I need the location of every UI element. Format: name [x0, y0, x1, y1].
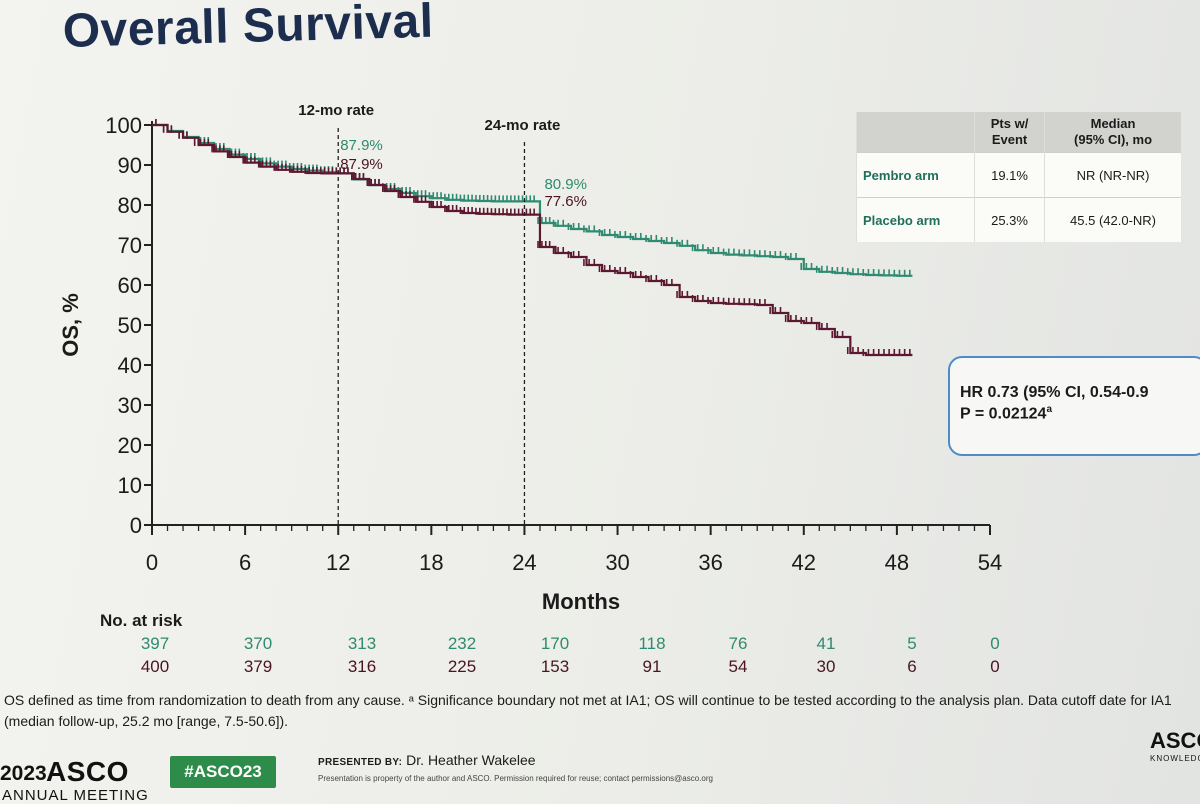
at-risk-placebo: 225	[448, 657, 476, 676]
y-tick-label: 0	[130, 513, 142, 538]
median-value: NR (NR-NR)	[1044, 151, 1181, 198]
header-line: Median	[1090, 116, 1136, 131]
table-row: Pembro arm 19.1% NR (NR-NR)	[856, 151, 1181, 198]
axis-labels: Months OS, %	[58, 293, 620, 614]
p-value-text: P = 0.02124	[960, 405, 1047, 423]
corner-sub: KNOWLEDGE	[1150, 754, 1200, 763]
hazard-ratio-box: HR 0.73 (95% CI, 0.54-0.9 P = 0.02124a	[948, 356, 1200, 456]
at-risk-placebo: 54	[729, 657, 748, 676]
at-risk-label: No. at risk	[100, 611, 183, 630]
x-tick-label: 24	[512, 550, 536, 575]
x-tick-label: 30	[605, 550, 629, 575]
table-header-median: Median (95% CI), mo	[1044, 112, 1181, 153]
footer-brand: ASCO	[46, 756, 129, 787]
at-risk-placebo: 316	[348, 657, 376, 676]
arm-name: Pembro arm	[856, 151, 975, 198]
corner-logo: ASCO KNOWLEDGE	[1150, 728, 1200, 772]
at-risk-pembro: 0	[990, 634, 999, 653]
y-tick-label: 10	[118, 473, 142, 498]
rate-value-pembro: 80.9%	[544, 176, 587, 193]
footer-meeting: ANNUAL MEETING	[2, 787, 149, 804]
chart-axes: 0 10 20 30 40 50 60 70 80 90 100 0 6 12 18 24 30 36 42 48 54	[105, 113, 1002, 575]
at-risk-pembro: 370	[244, 634, 272, 653]
y-tick-label: 60	[118, 273, 142, 298]
presented-by: PRESENTED BY: Dr. Heather Wakelee	[318, 752, 536, 768]
at-risk-table: No. at risk 397 370 313 232 170 118 76 41 5 0 400 37…	[100, 611, 1000, 676]
at-risk-placebo: 0	[990, 657, 999, 676]
y-tick-label: 100	[105, 113, 142, 138]
at-risk-pembro: 397	[141, 634, 169, 653]
y-axis-title: OS, %	[58, 293, 83, 357]
arm-name: Placebo arm	[856, 197, 975, 242]
y-tick-label: 40	[118, 353, 142, 378]
survival-line-placebo	[152, 123, 913, 357]
footnote: OS defined as time from randomization to…	[4, 690, 1200, 732]
table-header-blank	[856, 112, 975, 153]
footnote-line-2: (median follow-up, 25.2 mo [range, 7.5-5…	[4, 713, 289, 729]
at-risk-placebo: 400	[141, 657, 169, 676]
x-tick-label: 48	[885, 550, 909, 575]
table-row: Placebo arm 25.3% 45.5 (42.0-NR)	[856, 197, 1181, 242]
at-risk-pembro: 41	[817, 634, 836, 653]
x-tick-label: 18	[419, 550, 443, 575]
header-line: (95% CI), mo	[1074, 132, 1153, 147]
at-risk-pembro: 313	[348, 634, 376, 653]
p-value-superscript: a	[1046, 404, 1053, 415]
pts-event-value: 25.3%	[973, 197, 1045, 242]
at-risk-pembro: 76	[729, 634, 748, 653]
footer-year: 2023	[0, 762, 47, 785]
at-risk-pembro: 5	[907, 634, 916, 653]
table-header-pts-event: Pts w/ Event	[973, 112, 1045, 153]
x-tick-label: 12	[326, 550, 350, 575]
y-tick-label: 90	[118, 153, 142, 178]
results-table: Pts w/ Event Median (95% CI), mo Pembro …	[856, 112, 1181, 242]
at-risk-placebo: 153	[541, 657, 569, 676]
pts-event-value: 19.1%	[973, 151, 1045, 198]
x-tick-label: 54	[978, 550, 1002, 575]
p-value-line: P = 0.02124a	[960, 404, 1200, 423]
header-line: Pts w/	[990, 116, 1029, 131]
at-risk-pembro: 232	[448, 634, 476, 653]
rate-value-pembro: 87.9%	[340, 137, 383, 154]
median-value: 45.5 (42.0-NR)	[1044, 197, 1181, 242]
rate-value-placebo: 87.9%	[340, 156, 383, 173]
header-line: Event	[991, 132, 1028, 147]
at-risk-pembro: 170	[541, 634, 569, 653]
asco-meeting-logo: 2023 ASCO ANNUAL MEETING	[0, 752, 160, 804]
y-tick-label: 70	[118, 233, 142, 258]
y-tick-label: 30	[118, 393, 142, 418]
x-tick-label: 42	[792, 550, 816, 575]
hr-text: HR 0.73 (95% CI, 0.54-0.9	[960, 384, 1149, 401]
footnote-line-1: OS defined as time from randomization to…	[4, 692, 1172, 708]
survival-curves	[152, 119, 913, 357]
x-tick-label: 6	[239, 550, 251, 575]
y-tick-label: 50	[118, 313, 142, 338]
hashtag-badge: #ASCO23	[170, 756, 276, 788]
y-tick-label: 20	[118, 433, 142, 458]
at-risk-placebo: 6	[907, 657, 916, 676]
corner-brand: ASCO	[1150, 728, 1200, 753]
at-risk-placebo: 379	[244, 657, 272, 676]
presenter-name: Dr. Heather Wakelee	[406, 752, 536, 768]
at-risk-pembro: 118	[638, 634, 665, 653]
x-tick-label: 0	[146, 550, 158, 575]
y-tick-label: 80	[118, 193, 142, 218]
at-risk-placebo: 91	[643, 657, 662, 676]
at-risk-placebo: 30	[817, 657, 836, 676]
rate-marker-label: 12-mo rate	[298, 102, 374, 119]
table-header-row: Pts w/ Event Median (95% CI), mo	[856, 112, 1181, 153]
presented-label: PRESENTED BY:	[318, 757, 403, 768]
rate-marker-label: 24-mo rate	[485, 117, 561, 134]
x-axis-title: Months	[542, 589, 620, 614]
rate-value-placebo: 77.6%	[544, 193, 587, 210]
x-tick-label: 36	[698, 550, 722, 575]
rate-markers: 12-mo rate 87.9% 87.9% 24-mo rate 80.9%77.6%	[298, 102, 587, 525]
survival-line-pembro	[152, 123, 913, 277]
property-note: Presentation is property of the author a…	[318, 774, 713, 783]
